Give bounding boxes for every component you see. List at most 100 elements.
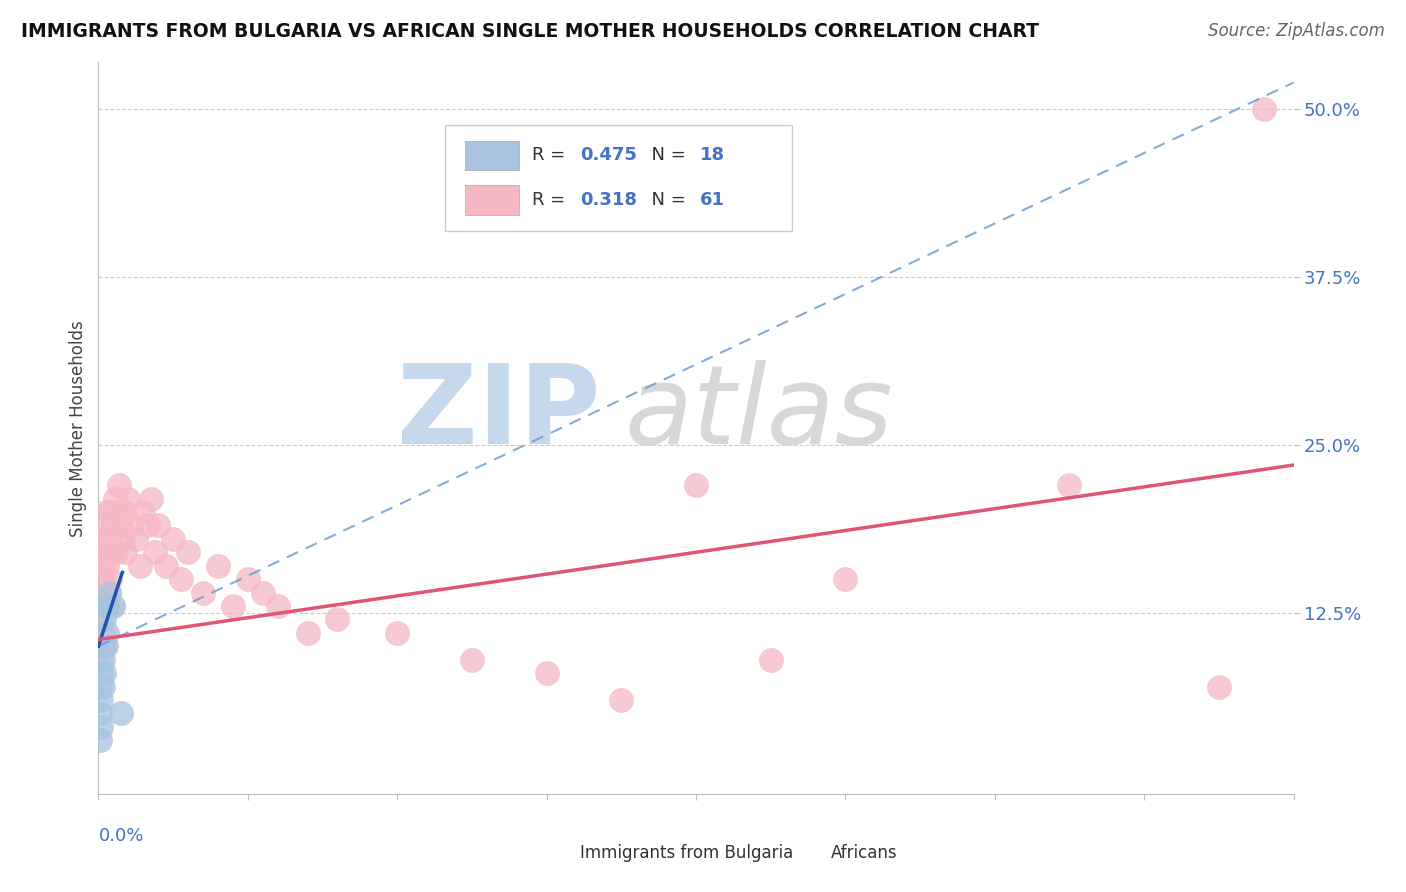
Point	[297, 625, 319, 640]
Point	[89, 639, 111, 653]
Point	[90, 612, 112, 626]
Point	[103, 518, 125, 533]
Point	[93, 639, 115, 653]
Point	[96, 599, 118, 613]
Text: Immigrants from Bulgaria: Immigrants from Bulgaria	[581, 844, 793, 863]
Text: ZIP: ZIP	[396, 360, 600, 467]
Point	[112, 505, 135, 519]
Point	[90, 653, 112, 667]
Point	[94, 545, 117, 559]
Point	[107, 505, 129, 519]
Point	[89, 585, 111, 599]
Text: 18: 18	[700, 146, 724, 164]
Y-axis label: Single Mother Households: Single Mother Households	[69, 320, 87, 536]
Text: 0.0%: 0.0%	[98, 827, 143, 845]
Point	[536, 666, 558, 681]
Point	[136, 518, 159, 533]
Point	[94, 599, 117, 613]
Point	[169, 572, 191, 586]
Point	[110, 518, 132, 533]
Point	[97, 585, 120, 599]
Point	[104, 491, 127, 506]
Point	[91, 680, 114, 694]
Point	[834, 572, 856, 586]
Point	[97, 532, 120, 546]
Text: IMMIGRANTS FROM BULGARIA VS AFRICAN SINGLE MOTHER HOUSEHOLDS CORRELATION CHART: IMMIGRANTS FROM BULGARIA VS AFRICAN SING…	[21, 22, 1039, 41]
Point	[610, 693, 633, 707]
Point	[94, 599, 117, 613]
Point	[222, 599, 245, 613]
Point	[96, 518, 118, 533]
FancyBboxPatch shape	[465, 141, 519, 170]
Point	[89, 706, 111, 721]
Point	[326, 612, 349, 626]
Point	[155, 558, 177, 573]
Point	[98, 572, 122, 586]
Point	[267, 599, 290, 613]
FancyBboxPatch shape	[523, 839, 568, 867]
Point	[759, 653, 782, 667]
Point	[117, 491, 139, 506]
Point	[91, 572, 114, 586]
Text: atlas: atlas	[624, 360, 893, 467]
Point	[120, 518, 142, 533]
Point	[91, 625, 114, 640]
Point	[105, 545, 128, 559]
Point	[139, 491, 162, 506]
FancyBboxPatch shape	[465, 185, 519, 215]
Text: R =: R =	[533, 191, 571, 209]
Point	[90, 666, 112, 681]
Text: N =: N =	[640, 146, 692, 164]
Point	[91, 653, 114, 667]
Point	[177, 545, 200, 559]
Point	[90, 693, 112, 707]
Point	[110, 706, 132, 721]
Point	[148, 518, 170, 533]
Point	[97, 585, 120, 599]
Text: 61: 61	[700, 191, 724, 209]
Point	[94, 505, 117, 519]
Point	[685, 478, 707, 492]
Text: 0.475: 0.475	[581, 146, 637, 164]
Text: N =: N =	[640, 191, 692, 209]
Point	[108, 478, 131, 492]
Point	[385, 625, 409, 640]
Point	[96, 558, 118, 573]
Text: Source: ZipAtlas.com: Source: ZipAtlas.com	[1208, 22, 1385, 40]
Point	[1208, 680, 1230, 694]
Point	[103, 599, 125, 613]
Point	[101, 545, 124, 559]
Point	[93, 612, 115, 626]
Point	[1253, 103, 1275, 117]
Point	[461, 653, 484, 667]
Point	[162, 532, 184, 546]
Text: Africans: Africans	[831, 844, 897, 863]
Point	[90, 720, 112, 734]
Point	[91, 639, 114, 653]
FancyBboxPatch shape	[773, 839, 820, 867]
Point	[93, 545, 115, 559]
Text: 0.318: 0.318	[581, 191, 637, 209]
FancyBboxPatch shape	[446, 125, 792, 231]
Point	[89, 680, 111, 694]
Point	[114, 545, 136, 559]
Point	[143, 545, 166, 559]
Point	[207, 558, 229, 573]
Point	[111, 532, 134, 546]
Point	[94, 639, 117, 653]
Point	[98, 505, 122, 519]
Point	[96, 625, 118, 640]
Point	[236, 572, 259, 586]
Point	[93, 666, 115, 681]
Point	[103, 599, 125, 613]
Point	[129, 558, 152, 573]
Point	[90, 558, 112, 573]
Point	[91, 532, 114, 546]
Point	[1059, 478, 1081, 492]
Text: R =: R =	[533, 146, 571, 164]
Point	[89, 733, 111, 747]
Point	[125, 532, 148, 546]
Point	[252, 585, 274, 599]
Point	[132, 505, 155, 519]
Point	[191, 585, 214, 599]
